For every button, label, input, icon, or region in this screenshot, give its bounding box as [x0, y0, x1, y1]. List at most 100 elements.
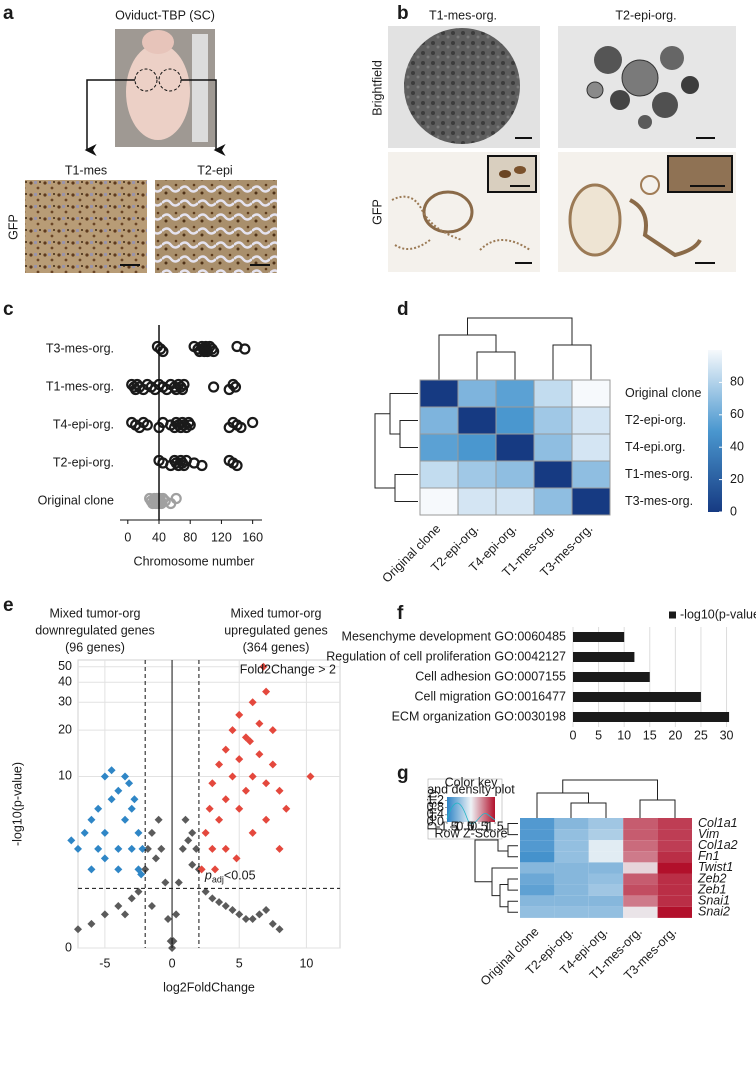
- data-point: [170, 492, 182, 505]
- data-point: [125, 779, 134, 788]
- data-point: [241, 786, 250, 795]
- data-point: [241, 914, 250, 923]
- organoid: [660, 46, 684, 70]
- data-point: [227, 378, 239, 391]
- data-point: [228, 726, 237, 735]
- heatmap-cell: [554, 862, 589, 874]
- data-point: [215, 815, 224, 824]
- row-label: GFP: [6, 214, 20, 240]
- data-point: [178, 378, 190, 391]
- y-tick-label: Regulation of cell proliferation GO:0042…: [326, 649, 566, 663]
- ruler: [192, 34, 208, 142]
- organoid: [404, 28, 520, 144]
- data-point: [235, 804, 244, 813]
- key-x-tick-label: 1.5: [486, 819, 503, 833]
- data-point: [134, 887, 143, 896]
- panel-title: Oviduct-TBP (SC): [115, 8, 215, 22]
- colorbar-tick-label: 20: [730, 472, 744, 486]
- heatmap-cell: [457, 406, 497, 435]
- key-x-tick-label: 1: [484, 819, 491, 833]
- heatmap-cell: [554, 840, 589, 852]
- key-x-tick-label: -1: [449, 819, 460, 833]
- heatmap-cell: [495, 379, 535, 408]
- data-point: [192, 844, 201, 853]
- data-point: [255, 910, 264, 919]
- data-point: [141, 419, 153, 431]
- cell: [514, 166, 526, 174]
- row-label: Brightfield: [370, 60, 384, 116]
- data-point: [127, 894, 136, 903]
- bar: [573, 692, 701, 702]
- x-axis-label: log2FoldChange: [163, 980, 255, 994]
- data-point: [248, 828, 257, 837]
- heatmap-cell: [533, 433, 573, 462]
- data-point: [221, 745, 230, 754]
- data-point: [221, 795, 230, 804]
- key-y-label: Density: [425, 788, 439, 830]
- panel-label: b: [397, 3, 409, 24]
- data-point: [247, 416, 259, 429]
- panel-label: c: [3, 299, 14, 320]
- data-point: [188, 828, 197, 837]
- data-point: [205, 804, 214, 813]
- data-point: [100, 772, 109, 781]
- dendrogram: [499, 884, 508, 908]
- heatmap-cell: [495, 433, 535, 462]
- heatmap-cell: [419, 406, 459, 435]
- data-point: [184, 419, 196, 431]
- y-tick-label: T4-epi-org.: [53, 417, 114, 431]
- data-point: [154, 815, 163, 824]
- row-label: T1-mes-org.: [625, 467, 693, 481]
- data-point: [127, 844, 136, 853]
- data-point: [141, 865, 150, 874]
- data-point: [235, 710, 244, 719]
- heatmap-cell: [554, 906, 589, 918]
- heatmap-cell: [554, 851, 589, 863]
- dendrogram: [491, 867, 518, 897]
- heatmap-cell: [533, 487, 573, 516]
- y-tick-label: 10: [58, 769, 72, 783]
- data-point: [262, 687, 271, 696]
- data-point: [275, 925, 284, 934]
- data-point: [151, 854, 160, 863]
- heatmap-cell: [520, 906, 555, 918]
- x-tick-label: 10: [299, 956, 313, 970]
- data-point: [282, 804, 291, 813]
- heatmap-cell: [520, 818, 555, 830]
- data-point: [67, 836, 76, 845]
- heatmap-cell: [533, 379, 573, 408]
- data-point: [100, 854, 109, 863]
- row-label: Twist1: [698, 860, 733, 874]
- dendrogram: [507, 823, 518, 836]
- row-label: T3-mes-org.: [625, 494, 693, 508]
- dendrogram: [399, 420, 418, 448]
- key-x-tick-label: -0.5: [452, 819, 474, 833]
- x-tick-label: 5: [595, 728, 602, 742]
- legend-label: -log10(p-value): [680, 607, 756, 621]
- heatmap-cell: [657, 818, 692, 830]
- heatmap-cell: [588, 818, 624, 830]
- organoid: [610, 90, 630, 110]
- data-point: [211, 865, 220, 874]
- data-point: [176, 383, 189, 396]
- x-tick-label: 15: [643, 728, 657, 742]
- data-point: [147, 901, 156, 910]
- heatmap-cell: [520, 862, 555, 874]
- y-tick-label: ECM organization GO:0030198: [392, 709, 566, 723]
- data-point: [228, 906, 237, 915]
- arrow: [181, 79, 226, 156]
- panel-label: d: [397, 299, 409, 320]
- dendrogram: [467, 317, 573, 345]
- data-point: [159, 495, 171, 507]
- data-point: [94, 804, 103, 813]
- heatmap-cell: [588, 829, 624, 841]
- heatmap-cell: [571, 433, 611, 462]
- heatmap-cell: [623, 851, 658, 863]
- data-point: [138, 844, 147, 853]
- heatmap-cell: [554, 829, 589, 841]
- mouse-photo: [115, 29, 215, 147]
- data-point: [262, 815, 271, 824]
- data-point: [268, 919, 277, 928]
- dendrogram: [536, 792, 589, 818]
